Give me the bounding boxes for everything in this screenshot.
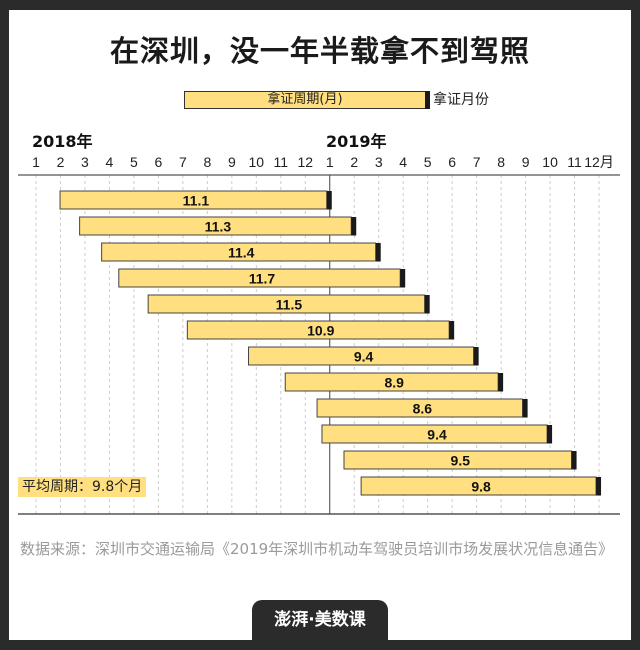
bar-value-label: 8.6 [413,401,433,417]
x-tick-label: 1 [32,154,40,170]
bar-value-label: 9.5 [451,453,471,469]
x-tick-label: 8 [203,154,211,170]
bar-end-cap [400,269,406,288]
bar-end-cap [498,373,504,392]
bar-value-label: 11.7 [249,271,276,287]
bar-end-cap [424,295,430,314]
bar [321,424,548,444]
chart-title: 在深圳，没一年半载拿不到驾照 [109,34,530,68]
bar-end-cap [351,217,357,236]
bar-value-label: 9.4 [354,349,374,365]
bar-end-cap [473,347,479,366]
bar-end-cap [449,321,455,340]
x-tick-label: 3 [375,154,383,170]
bar-end-cap [326,191,332,210]
source-note: 数据来源：深圳市交通运输局《2019年深圳市机动车驾驶员培训市场发展状况信息通告… [20,540,614,558]
bar-end-cap [547,425,553,444]
x-tick-label: 5 [130,154,138,170]
x-tick-label: 3 [81,154,89,170]
x-tick-label: 1 [326,154,334,170]
bar-value-label: 11.1 [183,193,210,209]
bar-end-cap [522,399,528,418]
legend-bar: 拿证周期(月) [184,91,426,109]
bar [118,268,401,288]
x-tick-label: 4 [399,154,407,170]
x-tick-label: 10 [542,154,558,170]
x-tick-label: 11 [567,154,582,170]
x-tick-label: 2 [350,154,358,170]
bar-end-cap [571,451,577,470]
x-tick-label: 12 [297,154,313,170]
x-tick-label: 4 [106,154,114,170]
bar-end-cap [596,477,602,496]
x-tick-label: 5 [424,154,432,170]
legend-cap [425,91,430,109]
x-tick-label: 11 [274,154,289,170]
year-label-2018: 2018年 [32,132,93,151]
x-tick-label: 12月 [584,154,614,170]
year-label-2019: 2019年 [326,132,387,151]
x-tick-label: 7 [473,154,481,170]
average-annotation: 平均周期：9.8个月 [18,477,147,497]
x-tick-label: 10 [249,154,265,170]
x-tick-label: 6 [155,154,163,170]
bar-value-label: 10.9 [307,323,334,339]
bar-end-cap [375,243,381,262]
bar-value-label: 9.8 [471,479,491,495]
legend-end-label: 拿证月份 [433,92,489,108]
bar-value-label: 11.5 [276,297,303,313]
bar-value-label: 9.4 [427,427,447,443]
x-tick-label: 9 [522,154,530,170]
bar-value-label: 11.3 [205,219,232,235]
bar-value-label: 11.4 [228,245,255,261]
x-tick-label: 2 [57,154,65,170]
logo: 澎湃·美数课 [252,600,388,640]
x-tick-label: 6 [448,154,456,170]
x-tick-label: 8 [497,154,505,170]
bar-value-label: 8.9 [384,375,404,391]
x-tick-label: 7 [179,154,187,170]
x-tick-label: 9 [228,154,236,170]
